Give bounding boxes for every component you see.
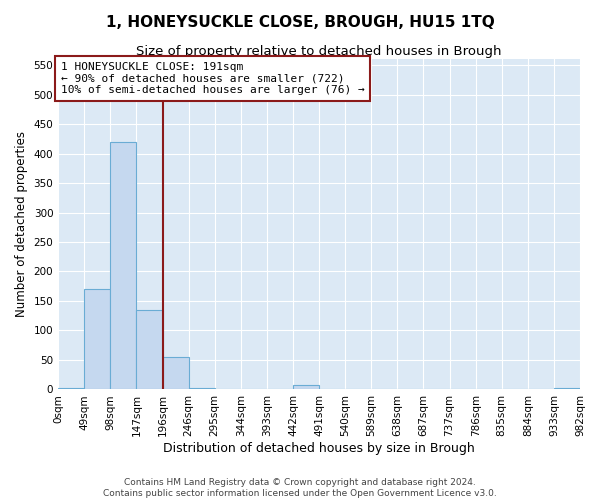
Text: 1, HONEYSUCKLE CLOSE, BROUGH, HU15 1TQ: 1, HONEYSUCKLE CLOSE, BROUGH, HU15 1TQ bbox=[106, 15, 494, 30]
Bar bbox=[110, 142, 136, 390]
X-axis label: Distribution of detached houses by size in Brough: Distribution of detached houses by size … bbox=[163, 442, 475, 455]
Bar bbox=[188, 388, 215, 390]
Bar bbox=[554, 388, 580, 390]
Bar bbox=[163, 357, 188, 390]
Bar bbox=[136, 310, 163, 390]
Title: Size of property relative to detached houses in Brough: Size of property relative to detached ho… bbox=[136, 45, 502, 58]
Bar bbox=[58, 388, 84, 390]
Y-axis label: Number of detached properties: Number of detached properties bbox=[15, 132, 28, 318]
Bar bbox=[84, 289, 110, 390]
Bar bbox=[293, 384, 319, 390]
Text: Contains HM Land Registry data © Crown copyright and database right 2024.
Contai: Contains HM Land Registry data © Crown c… bbox=[103, 478, 497, 498]
Text: 1 HONEYSUCKLE CLOSE: 191sqm
← 90% of detached houses are smaller (722)
10% of se: 1 HONEYSUCKLE CLOSE: 191sqm ← 90% of det… bbox=[61, 62, 365, 95]
